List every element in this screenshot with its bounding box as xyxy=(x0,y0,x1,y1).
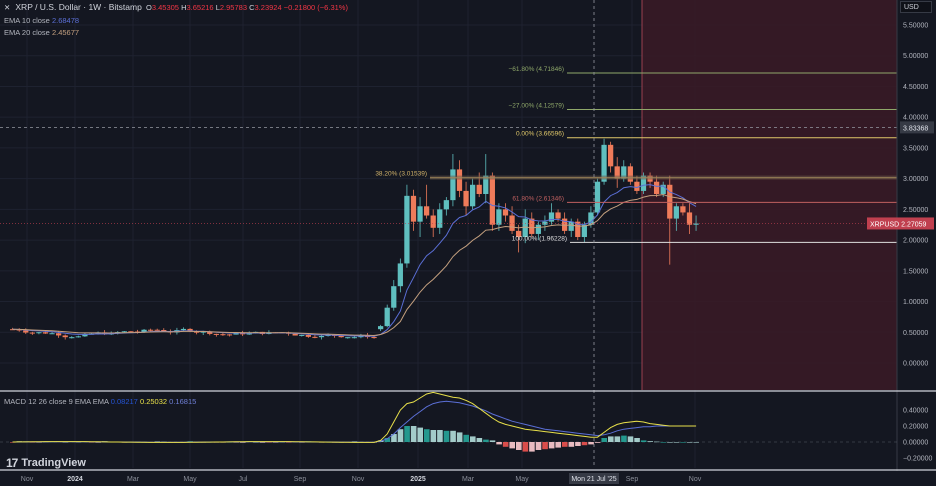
fib-level-label: 0.00% (3.66596) xyxy=(516,131,564,138)
ema10-line xyxy=(12,184,697,337)
open-value: 3.45305 xyxy=(151,3,179,12)
high-value: 3.65216 xyxy=(186,3,214,12)
symbol-title: XRP / U.S. Dollar · 1W · Bitstamp xyxy=(15,2,142,12)
time-tick: Nov xyxy=(352,476,365,483)
fib-level-label: 38.20% (3.01539) xyxy=(375,171,427,178)
macd-line xyxy=(12,391,697,443)
fib-level-label: 100.00% (1.96228) xyxy=(512,235,567,242)
macd-histogram xyxy=(10,426,700,452)
macd-legend[interactable]: MACD 12 26 close 9 EMA EMA 0.08217 0.250… xyxy=(4,397,197,406)
price-tick: 2.00000 xyxy=(903,238,928,245)
price-tick: 3.50000 xyxy=(903,145,928,152)
price-tick: 1.00000 xyxy=(903,299,928,306)
close-value: 3.23924 xyxy=(254,3,282,12)
price-tick: 4.50000 xyxy=(903,84,928,91)
symbol-price-label: XRPUSD 2.27059 xyxy=(870,221,927,228)
currency-button[interactable]: USD xyxy=(900,1,932,13)
price-tick: 1.50000 xyxy=(903,268,928,275)
crosshair-price-label: 3.83368 xyxy=(903,125,928,132)
price-tick: 2.50000 xyxy=(903,207,928,214)
close-icon[interactable]: ✕ xyxy=(4,3,11,12)
time-tick: May xyxy=(515,476,529,483)
low-value: 2.95783 xyxy=(219,3,247,12)
fib-level-label: −61.80% (4.71846) xyxy=(509,66,564,73)
ema10-legend[interactable]: EMA 10 close 2.68478 xyxy=(4,16,80,25)
crosshair-date-label: Mon 21 Jul '25 xyxy=(571,476,616,483)
price-tick: 3.00000 xyxy=(903,176,928,183)
ema20-legend[interactable]: EMA 20 close 2.45677 xyxy=(4,28,80,37)
change-value: −0.21800 (−6.31%) xyxy=(283,3,348,12)
price-tick: 4.00000 xyxy=(903,115,928,122)
time-tick: Mar xyxy=(127,476,140,483)
price-tick: 0.50000 xyxy=(903,330,928,337)
time-tick: May xyxy=(183,476,197,483)
price-tick: 5.50000 xyxy=(903,23,928,30)
ema20-line xyxy=(12,193,697,336)
candles xyxy=(10,138,699,340)
chart-legend: ✕ XRP / U.S. Dollar · 1W · Bitstamp O3.4… xyxy=(4,2,348,12)
price-tick: 0.00000 xyxy=(903,361,928,368)
time-tick: Nov xyxy=(689,476,702,483)
macd-tick: −0.20000 xyxy=(903,456,932,463)
time-tick: 2025 xyxy=(410,476,426,483)
tradingview-mark-icon: 17 xyxy=(6,456,18,470)
macd-tick: 0.40000 xyxy=(903,408,928,415)
time-tick: 2024 xyxy=(67,476,83,483)
time-tick: Sep xyxy=(294,476,307,483)
macd-signal-line xyxy=(12,400,697,443)
highlight-zone xyxy=(642,0,897,390)
fib-level-label: 61.80% (2.61346) xyxy=(512,195,564,202)
time-tick: Jul xyxy=(239,476,248,483)
macd-tick: 0.00000 xyxy=(903,440,928,447)
fib-level-label: −27.00% (4.12579) xyxy=(509,102,564,109)
macd-tick: 0.20000 xyxy=(903,424,928,431)
time-tick: Sep xyxy=(626,476,639,483)
price-tick: 5.00000 xyxy=(903,53,928,60)
tradingview-logo: 17 TradingView xyxy=(6,456,86,470)
time-tick: Nov xyxy=(21,476,34,483)
time-tick: Mar xyxy=(462,476,475,483)
